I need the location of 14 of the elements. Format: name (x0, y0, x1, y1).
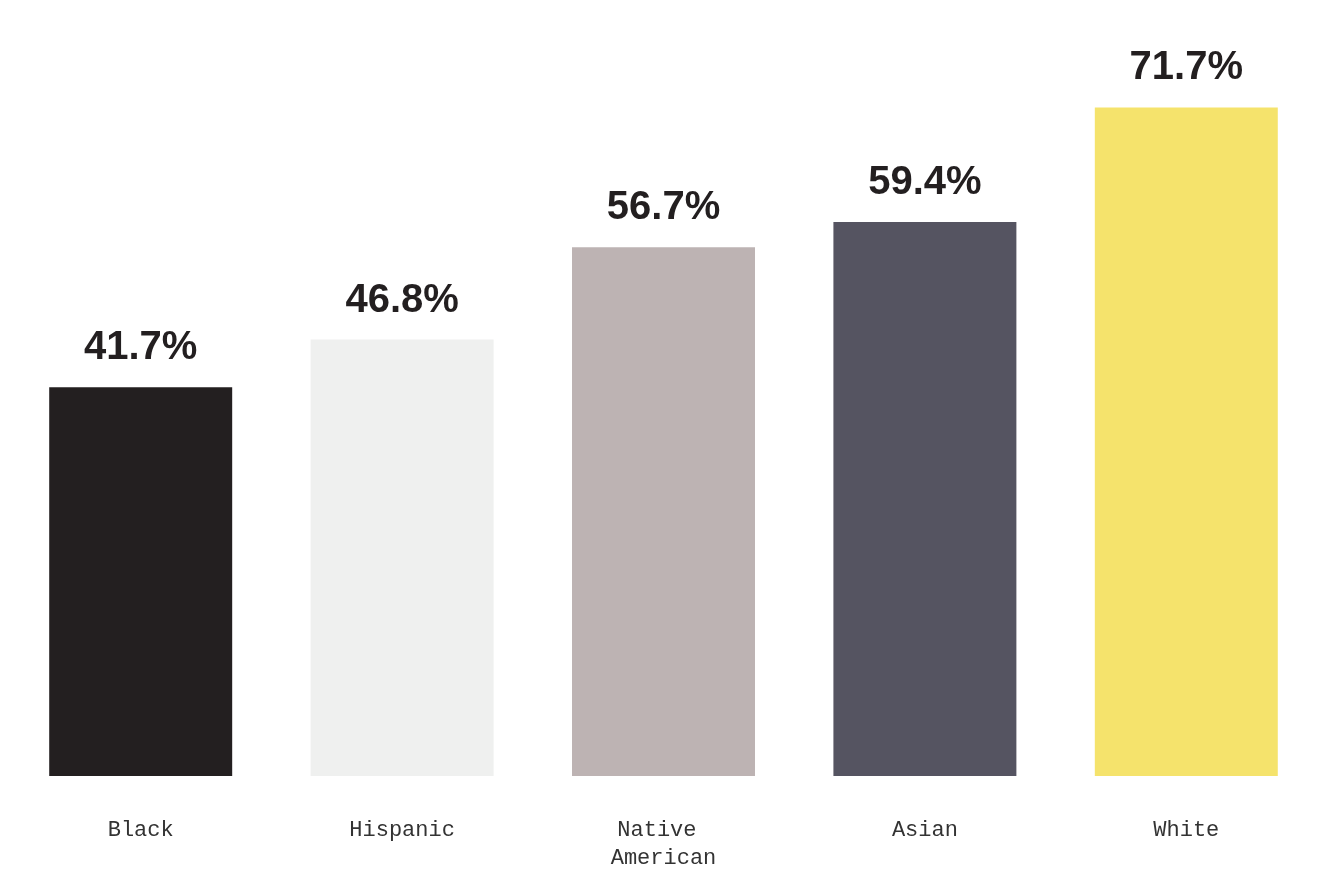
data-label: 41.7% (83, 323, 198, 368)
data-label: 59.4% (868, 158, 982, 203)
bar (572, 247, 755, 776)
x-tick-label: Black (107, 817, 174, 843)
x-tick-label: Asian (891, 817, 958, 843)
x-tick-label: White (1153, 817, 1220, 843)
data-label: 46.8% (345, 275, 459, 320)
bar (49, 387, 233, 776)
x-tick-label: Native American (610, 817, 717, 871)
x-tick-label: Hispanic (349, 817, 455, 843)
data-label: 56.7% (606, 183, 721, 228)
data-label: 71.7% (1129, 43, 1244, 88)
bar (833, 222, 1017, 776)
bar (1094, 107, 1278, 776)
